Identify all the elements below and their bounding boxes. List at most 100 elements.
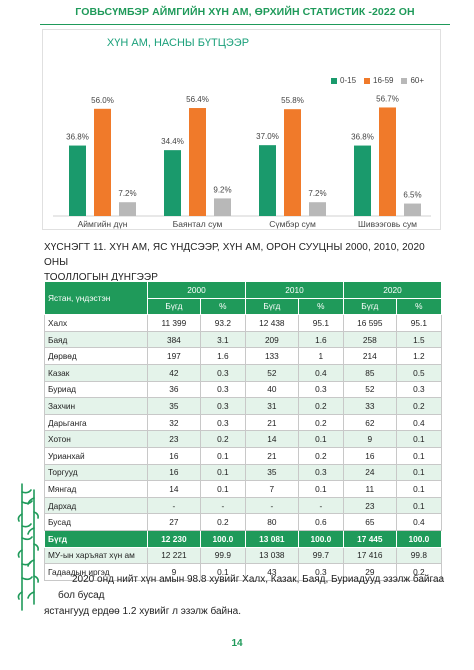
table-body: Халх 11 399 93.2 12 438 95.1 16 595 95.1 Баяд 38…	[44, 314, 443, 581]
table-cell: 52	[244, 363, 299, 382]
table-cell: 17 445	[342, 529, 397, 548]
sub-total: Бүгд	[342, 297, 397, 316]
legend-swatch	[364, 77, 371, 84]
table-cell: 133	[244, 347, 299, 365]
legend-label: 60+	[410, 76, 425, 85]
page-number: 14	[231, 638, 243, 649]
data-label: 7.2%	[308, 189, 326, 198]
table-row: Дархад - - - -23 0.1	[44, 496, 443, 515]
table-row: Урианхай 16 0.1 21 0.2 16 0.1	[44, 446, 443, 465]
sub-percent: %	[297, 297, 344, 316]
table-cell: 33	[342, 397, 397, 415]
bar-16-59	[94, 108, 111, 216]
table-cell: 214	[342, 347, 397, 365]
table-cell: -	[297, 496, 344, 515]
row-label: Халх	[44, 314, 148, 332]
bar-60+	[309, 202, 326, 216]
page-header: ГОВЬСҮМБЭР АЙМГИЙН ХҮН АМ, ӨРХИЙН СТАТИС…	[75, 6, 415, 18]
table-cell: 0.3	[199, 413, 246, 432]
row-label: Урианхай	[44, 446, 148, 465]
table-cell: -	[244, 496, 299, 515]
table-cell: 12 438	[244, 314, 299, 332]
table-header-row: Ястан, үндэстэн 2000 2010 2020	[44, 280, 443, 316]
table-cell: 80	[244, 513, 299, 531]
table-cell: 21	[244, 413, 299, 432]
bar-16-59	[284, 109, 301, 216]
table-cell: 85	[342, 363, 397, 382]
table-cell: 258	[342, 330, 397, 349]
table-cell: 100.0	[297, 529, 344, 548]
mongolian-script-ornament	[17, 483, 39, 611]
table-cell: 0.2	[199, 430, 246, 448]
table-cell: 0.3	[199, 363, 246, 382]
sub-total: Бүгд	[244, 297, 299, 316]
bar-0-15	[259, 145, 276, 216]
chart-title: ХҮН АМ, НАСНЫ БҮТЦЭЭР	[106, 37, 250, 49]
table-cell: 1.5	[395, 330, 443, 349]
table-cell: 0.3	[395, 380, 443, 399]
table-cell: 35	[244, 463, 299, 482]
table-cell: 7	[244, 480, 299, 498]
table-cell: 23	[147, 430, 201, 448]
table-cell: 0.3	[199, 397, 246, 415]
table-row: Баяд 384 3.1 209 1.6 258 1.5	[44, 330, 443, 349]
legend-item-0-15: 0-15	[331, 76, 356, 85]
bar-0-15	[69, 145, 86, 216]
table-cell: 27	[147, 513, 201, 531]
table-cell: 14	[147, 480, 201, 498]
bar-0-15	[164, 150, 181, 216]
row-label: Хотон	[44, 430, 148, 448]
table-cell: 40	[244, 380, 299, 399]
table-row: Бусад 27 0.2 80 0.6 65 0.4	[44, 513, 443, 531]
table-cell: 100.0	[199, 529, 246, 548]
table-cell: 1.2	[395, 347, 443, 365]
table-cell: 0.1	[395, 430, 443, 448]
bar-60+	[214, 198, 231, 216]
table-cell: 1	[297, 347, 344, 365]
table-cell: 0.1	[395, 446, 443, 465]
data-label: 36.8%	[66, 133, 89, 142]
legend-label: 16-59	[373, 76, 394, 85]
table-cell: 62	[342, 413, 397, 432]
sub-total: Бүгд	[147, 297, 201, 316]
row-label: Буриад	[44, 380, 148, 399]
table-cell: 52	[342, 380, 397, 399]
table-cell: 16	[147, 446, 201, 465]
data-label: 34.4%	[161, 137, 184, 146]
table-cell: 3.1	[199, 330, 246, 349]
table-cell: 17 416	[342, 546, 397, 565]
data-label: 56.7%	[376, 94, 399, 103]
table-cell: 0.1	[199, 563, 246, 581]
table-cell: -	[199, 496, 246, 515]
table-cell: 12 221	[147, 546, 201, 565]
row-label: МУ-ын харъяат хүн ам	[44, 546, 148, 565]
table-cell: 0.2	[395, 397, 443, 415]
table-row: Хотон 23 0.2 14 0.1 9 0.1	[44, 430, 443, 448]
table-cell: 0.2	[297, 413, 344, 432]
table-cell: 13 038	[244, 546, 299, 565]
data-label: 56.4%	[186, 95, 209, 104]
table-row: Мянгад 14 0.1 7 0.1 11 0.1	[44, 480, 443, 498]
table-cell: 1.6	[297, 330, 344, 349]
chart-plot: 36.8% 56.0% 7.2% Аймгийн дүн 34.4% 56.4% 9.2% Б…	[53, 94, 431, 229]
table-cell: 0.2	[199, 513, 246, 531]
table-cell: 16	[147, 463, 201, 482]
data-label: 56.0%	[91, 96, 114, 105]
table-row: Казак 42 0.3 52 0.4 85 0.5	[44, 363, 443, 382]
data-label: 55.8%	[281, 96, 304, 105]
table-cell: 0.2	[297, 397, 344, 415]
table-cell: 65	[342, 513, 397, 531]
table-cell: 35	[147, 397, 201, 415]
table-cell: 13 081	[244, 529, 299, 548]
table-cell: 0.3	[297, 563, 344, 581]
row-label: Бүгд	[44, 529, 148, 548]
col-year-2000: 2000	[147, 281, 246, 299]
paragraph-line-2: ястангууд ердөө 1.2 хувийг л эзэлж байна…	[44, 606, 241, 617]
table-cell: 14	[244, 430, 299, 448]
table-row: Дөрвөд 197 1.6 133 1 214 1.2	[44, 347, 443, 365]
data-label: 37.0%	[256, 132, 279, 141]
category-label: Аймгийн дүн	[78, 219, 128, 229]
table-cell: 32	[147, 413, 201, 432]
bar-60+	[119, 202, 136, 216]
table-row: Захчин 35 0.3 31 0.2 33 0.2	[44, 397, 443, 415]
